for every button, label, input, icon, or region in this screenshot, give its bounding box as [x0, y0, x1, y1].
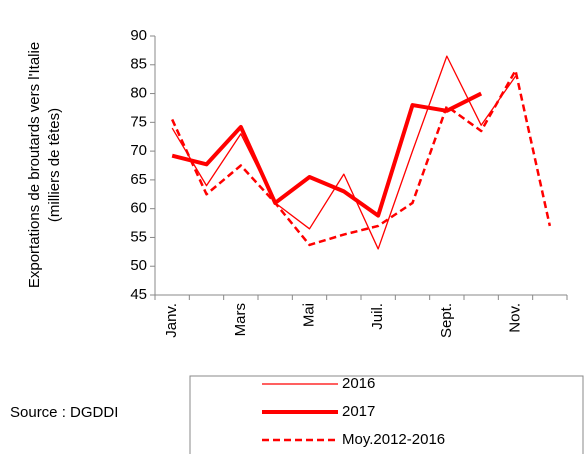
series-line [171, 91, 483, 218]
y-tick-label: 65 [130, 171, 147, 188]
x-tick-label: Sept. [438, 303, 455, 338]
y-tick-label: 70 [130, 142, 147, 159]
x-tick-label: Mars [232, 303, 249, 336]
y-tick-label: 85 [130, 56, 147, 73]
x-tick-label: Juil. [369, 303, 386, 330]
legend-label: 2016 [342, 375, 375, 392]
legend-box [189, 375, 584, 454]
y-tick-label: 90 [130, 27, 147, 44]
y-tick-label: 60 [130, 200, 147, 217]
y-tick-label: 45 [130, 286, 147, 303]
x-tick-label: Nov. [506, 303, 523, 333]
y-tick-label: 50 [130, 257, 147, 274]
y-tick-label: 75 [130, 113, 147, 130]
series-line [171, 69, 552, 247]
x-tick-label: Mai [300, 303, 317, 327]
source: Source : DGDDI [10, 404, 118, 421]
x-tick-label: Janv. [163, 303, 180, 338]
y-axis-label: Exportations de broutards vers l'Italie [26, 42, 43, 288]
y-axis-label: (milliers de têtes) [46, 108, 63, 222]
legend-label: 2017 [342, 403, 375, 420]
y-tick-label: 80 [130, 85, 147, 102]
series-line [171, 55, 517, 250]
legend-label: Moy.2012-2016 [342, 431, 445, 448]
y-tick-label: 55 [130, 228, 147, 245]
